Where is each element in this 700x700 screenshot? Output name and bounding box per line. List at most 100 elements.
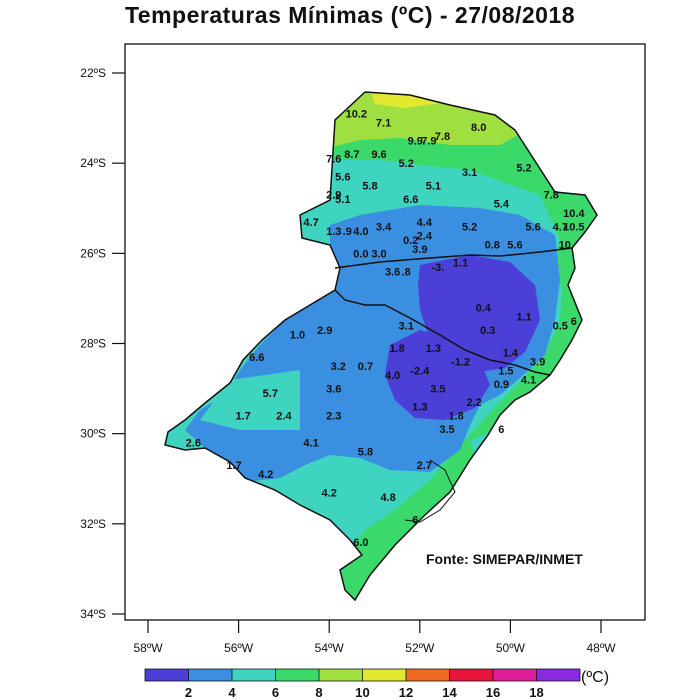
- source-label: Fonte: SIMEPAR/INMET: [426, 551, 583, 567]
- lat-tick-label: 28ºS: [80, 336, 106, 350]
- station-value: 7.1: [376, 118, 391, 130]
- station-value: 5.1: [426, 181, 441, 193]
- station-value: 0.9: [494, 379, 509, 391]
- station-value: 0.4: [476, 302, 492, 314]
- station-value: 5.2: [516, 163, 531, 175]
- lon-tick-label: 56ºW: [224, 641, 254, 655]
- station-value: 1.3: [412, 402, 427, 414]
- lon-tick-label: 50ºW: [496, 641, 526, 655]
- station-value: 2.4: [276, 411, 292, 423]
- colorbar-label: 2: [185, 685, 192, 700]
- station-value: 1.3: [326, 226, 341, 238]
- station-value: 10.2: [346, 109, 367, 121]
- colorbar-label: 16: [486, 685, 500, 700]
- station-value: 2.2: [467, 397, 482, 409]
- station-value: .8: [402, 266, 411, 278]
- station-value: 4.0: [353, 226, 368, 238]
- station-value: 1.0: [290, 329, 305, 341]
- colorbar-swatch: [188, 669, 232, 681]
- lat-tick-label: 34ºS: [80, 607, 106, 621]
- station-value: 5.6: [525, 221, 540, 233]
- colorbar-label: 14: [442, 685, 457, 700]
- lat-tick-label: 24ºS: [80, 156, 106, 170]
- station-value: 3.0: [371, 248, 386, 260]
- lat-tick-label: 30ºS: [80, 427, 106, 441]
- station-value: 4.0: [385, 370, 400, 382]
- station-value: 1.5: [498, 366, 513, 378]
- state-border-pr-sc: [334, 247, 573, 269]
- station-values: 10.27.19.97.97.88.07.6 8.7 9.65.2 5.25.65.8…: [186, 109, 586, 549]
- station-value: 9.6: [371, 149, 386, 161]
- latitude-axis: 22ºS 24ºS 26ºS 28ºS 30ºS 32ºS 34ºS: [80, 66, 125, 621]
- colorbar-swatch: [449, 669, 493, 681]
- station-value: 6: [412, 514, 418, 526]
- map-title: Temperaturas Mínimas (ºC) - 27/08/2018: [124, 2, 576, 28]
- station-value: 9.9: [408, 136, 423, 148]
- station-value: 5.6: [335, 172, 350, 184]
- station-value: 8.0: [471, 122, 486, 134]
- station-value: 4.4: [417, 217, 433, 229]
- station-value: 3.1: [399, 320, 414, 332]
- station-value: 5.2: [399, 158, 414, 170]
- colorbar-swatch: [232, 669, 276, 681]
- station-value: 4.8: [380, 492, 395, 504]
- station-value: 0.8: [485, 239, 500, 251]
- station-value: 3.4: [376, 221, 392, 233]
- colorbar-swatch: [275, 669, 319, 681]
- station-value: .9: [343, 226, 352, 238]
- station-value: 7.8: [435, 131, 450, 143]
- lon-tick-label: 54ºW: [315, 641, 345, 655]
- lat-tick-label: 22ºS: [80, 66, 106, 80]
- colorbar-swatch: [536, 669, 580, 681]
- station-value: -2.4: [410, 366, 430, 378]
- station-value: 7.9: [421, 136, 436, 148]
- station-value: 10.4: [563, 208, 585, 220]
- station-value: 5.2: [462, 221, 477, 233]
- station-value: 6.6: [403, 194, 418, 206]
- station-value: -3.: [431, 262, 444, 274]
- station-value: 10.5: [563, 221, 584, 233]
- station-value: 3.6: [385, 266, 400, 278]
- station-value: 0.0: [353, 248, 368, 260]
- station-value: 1.7: [226, 460, 241, 472]
- station-value: 2.9: [317, 325, 332, 337]
- colorbar-swatch: [145, 669, 189, 681]
- station-value: 5.6: [507, 239, 522, 251]
- colorbar: 2 4 6 8 10 12 14 16 18: [144, 668, 581, 700]
- lon-tick-label: 48ºW: [586, 641, 616, 655]
- station-value: 1.8: [448, 411, 463, 423]
- fill-4-6-west: [200, 370, 300, 430]
- station-value: 3.1: [462, 167, 477, 179]
- colorbar-label: 10: [355, 685, 369, 700]
- station-value: 1.7: [235, 411, 250, 423]
- state-border-sc-rs: [334, 289, 551, 376]
- station-value: 5.8: [362, 181, 377, 193]
- station-value: 2.6: [186, 438, 201, 450]
- station-value: 0.2: [403, 235, 418, 247]
- station-value: -1.2: [451, 357, 470, 369]
- station-value: 7.6: [326, 154, 341, 166]
- longitude-axis: 58ºW 56ºW 54ºW 52ºW 50ºW 48ºW: [133, 620, 616, 655]
- lagoon-outline: [404, 459, 456, 523]
- station-value: 1.1: [453, 257, 468, 269]
- station-value: 1.1: [516, 311, 531, 323]
- station-value: 1.8: [390, 343, 405, 355]
- station-value: 4.7: [303, 217, 318, 229]
- station-value: 10: [559, 239, 571, 251]
- station-value: 4.2: [258, 469, 273, 481]
- station-value: 0.5: [553, 320, 568, 332]
- region-outline: [164, 91, 598, 602]
- station-value: 2.9: [326, 190, 341, 202]
- station-value: 5.7: [263, 388, 278, 400]
- station-value: 4.1: [521, 375, 536, 387]
- station-value: 4.2: [322, 487, 337, 499]
- lat-tick-label: 26ºS: [80, 246, 106, 260]
- station-value: 4.1: [303, 438, 318, 450]
- station-value: 6.6: [249, 352, 264, 364]
- station-value: 5.1: [335, 194, 350, 206]
- colorbar-swatch: [362, 669, 406, 681]
- station-value: 3.5: [439, 424, 454, 436]
- station-value: 3.9: [530, 357, 545, 369]
- station-value: 3.5: [430, 384, 445, 396]
